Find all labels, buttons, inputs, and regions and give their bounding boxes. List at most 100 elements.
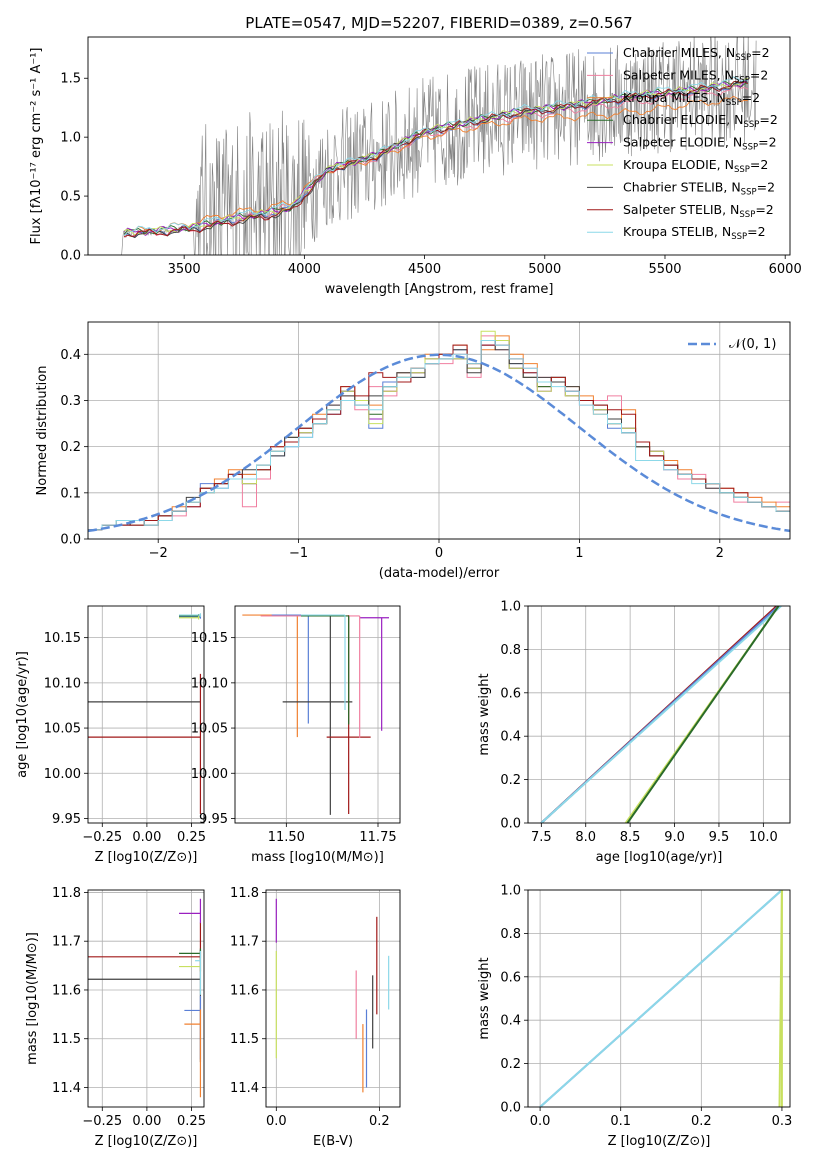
y-tick-label: 0.1 (60, 486, 81, 501)
plot-area (539, 890, 783, 1107)
y-tick-label: 1.0 (60, 131, 81, 146)
mass-weight-line (540, 606, 782, 823)
legend-label: Chabrier MILES, NSSP=2 (623, 45, 770, 63)
y-tick-label: 0.2 (500, 1057, 521, 1072)
y-tick-label: 11.6 (52, 983, 81, 998)
x-axis-label: wavelength [Angstrom, rest frame] (325, 282, 554, 297)
y-axis-label: mass weight (477, 673, 492, 755)
gaussian-reference-curve (88, 353, 790, 533)
legend-label: Kroupa ELODIE, NSSP=2 (623, 157, 768, 175)
y-tick-label: 0.4 (500, 1014, 521, 1029)
y-tick-label: 0.3 (60, 394, 81, 409)
y-tick-label: 10.00 (44, 767, 81, 782)
y-tick-label: 10.00 (191, 767, 228, 782)
x-tick-label: 0.2 (691, 1114, 712, 1129)
plot-area (275, 898, 390, 1093)
histogram-step-line (88, 340, 790, 539)
x-tick-label: −2 (149, 546, 168, 561)
x-tick-label: 0.1 (610, 1114, 631, 1129)
y-tick-label: 1.0 (500, 600, 521, 615)
x-tick-label: 4500 (408, 262, 441, 277)
y-tick-label: 9.95 (199, 812, 228, 827)
x-tick-label: 5000 (528, 262, 561, 277)
y-tick-label: 0.8 (500, 643, 521, 658)
x-tick-label: 0.00 (132, 1114, 161, 1129)
y-tick-label: 10.15 (44, 631, 81, 646)
x-tick-label: 0.0 (266, 1114, 287, 1129)
x-axis-label: Z [log10(Z/Z⊙)] (95, 1134, 198, 1149)
y-axis-label: mass weight (477, 957, 492, 1039)
panel-0: 3500 4000 4500 5000 5500 6000 0.0 0.5 1.0 1.5 wave… (29, 14, 802, 297)
y-tick-label: 11.4 (230, 1081, 259, 1096)
y-tick-label: 0.0 (60, 533, 81, 548)
plot-area (540, 606, 782, 823)
x-axis-label: mass [log10(M/M⊙)] (251, 850, 384, 865)
x-tick-label: 0 (435, 546, 443, 561)
y-tick-label: 0.4 (500, 730, 521, 745)
x-tick-label: 0.0 (530, 1114, 551, 1129)
x-tick-label: 0.25 (177, 830, 206, 845)
y-tick-label: 0.2 (60, 440, 81, 455)
y-tick-label: 11.8 (52, 886, 81, 901)
y-axis-label: age [log10(age/yr)] (15, 651, 30, 778)
plot-area (88, 330, 790, 539)
axes-frame (527, 605, 791, 824)
x-tick-label: 0.00 (132, 830, 161, 845)
x-tick-label: 11.50 (268, 830, 305, 845)
y-tick-label: 1.0 (500, 884, 521, 899)
x-tick-label: 9.0 (664, 830, 685, 845)
y-axis-label: Normed distribution (35, 366, 50, 496)
legend-label: Salpeter MILES, NSSP=2 (623, 67, 768, 85)
mass-weight-line (626, 606, 780, 823)
y-tick-label: 0.6 (500, 970, 521, 985)
spectrum-legend: Chabrier MILES, NSSP=2 Salpeter MILES, NS… (587, 45, 778, 242)
y-tick-label: 11.5 (230, 1032, 259, 1047)
legend-label: Salpeter ELODIE, NSSP=2 (623, 135, 777, 153)
y-tick-label: 0.5 (60, 190, 81, 205)
axes-frame (265, 889, 401, 1108)
x-axis-label: E(B-V) (313, 1134, 353, 1149)
axes-frame (87, 321, 791, 540)
axes-frame (87, 889, 205, 1108)
model-spectrum-line (123, 76, 748, 236)
x-axis-label: (data-model)/error (379, 566, 500, 581)
y-tick-label: 10.10 (191, 676, 228, 691)
y-tick-label: 11.5 (52, 1032, 81, 1047)
panel-2: −0.25 0.00 0.25 9.95 10.00 10.05 10.10 10.15 Z [… (15, 605, 206, 865)
y-tick-label: 11.8 (230, 886, 259, 901)
x-tick-label: 4000 (288, 262, 321, 277)
chart-title: PLATE=0547, MJD=52207, FIBERID=0389, z=0… (245, 14, 632, 32)
x-tick-label: 3500 (168, 262, 201, 277)
legend-label: Kroupa MILES, NSSP=2 (623, 90, 760, 108)
mass-weight-line (539, 890, 783, 1107)
observed-flux-line (88, 37, 757, 255)
y-tick-label: 10.15 (191, 631, 228, 646)
x-tick-label: 11.75 (359, 830, 396, 845)
x-tick-label: 6000 (769, 262, 802, 277)
x-axis-label: Z [log10(Z/Z⊙)] (95, 850, 198, 865)
axes-frame (234, 605, 401, 824)
y-tick-label: 11.7 (52, 935, 81, 950)
legend-label: 𝒩(0, 1) (729, 337, 776, 352)
legend-label: Chabrier STELIB, NSSP=2 (623, 179, 775, 197)
y-tick-label: 0.2 (500, 773, 521, 788)
panel-3: 11.50 11.75 9.95 10.00 10.05 10.10 10.15 mass [… (191, 605, 401, 865)
y-tick-label: 0.4 (60, 348, 81, 363)
panel-1: −2 −1 0 1 2 0.0 0.1 0.2 0.3 0.4 (data-model)/error… (35, 321, 791, 581)
y-tick-label: 9.95 (52, 812, 81, 827)
axes-frame (87, 605, 205, 824)
x-tick-label: −0.25 (82, 1114, 122, 1129)
x-axis-label: Z [log10(Z/Z⊙)] (608, 1134, 711, 1149)
x-tick-label: −1 (289, 546, 308, 561)
y-axis-label: Flux [fλ10⁻¹⁷ erg cm⁻² s⁻¹ A⁻¹] (29, 48, 44, 245)
y-tick-label: 11.6 (230, 983, 259, 998)
axes-frame (87, 36, 791, 256)
legend-label: Chabrier ELODIE, NSSP=2 (623, 112, 778, 130)
y-tick-label: 10.10 (44, 676, 81, 691)
x-axis-label: age [log10(age/yr)] (596, 850, 723, 865)
axes-frame (527, 889, 791, 1108)
y-tick-label: 11.4 (52, 1081, 81, 1096)
y-tick-label: 1.5 (60, 72, 81, 87)
y-tick-label: 0.0 (500, 817, 521, 832)
